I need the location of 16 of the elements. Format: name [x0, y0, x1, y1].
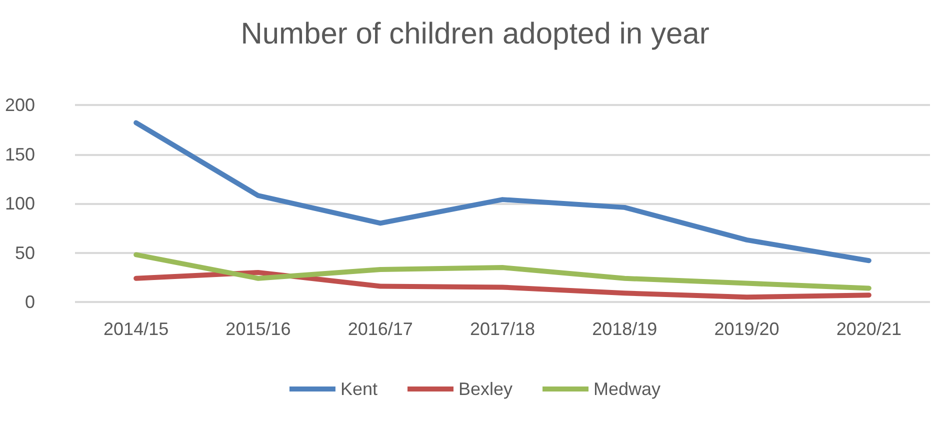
x-tick-label: 2018/19 — [592, 319, 658, 339]
x-tick-label: 2016/17 — [348, 319, 413, 339]
x-tick-label: 2017/18 — [470, 319, 536, 339]
legend-label: Medway — [594, 379, 661, 399]
x-tick-label: 2015/16 — [226, 319, 291, 339]
y-tick-label: 0 — [24, 292, 35, 312]
x-tick-label: 2014/15 — [104, 319, 169, 339]
legend-label: Kent — [340, 379, 378, 399]
y-tick-label: 200 — [4, 95, 35, 115]
legend-label: Bexley — [458, 379, 513, 399]
y-tick-label: 100 — [4, 194, 35, 214]
chart-title: Number of children adopted in year — [240, 18, 710, 50]
x-tick-label: 2020/21 — [836, 319, 902, 339]
y-tick-label: 50 — [14, 242, 35, 263]
y-tick-label: 150 — [4, 144, 35, 164]
x-tick-label: 2019/20 — [714, 319, 780, 339]
